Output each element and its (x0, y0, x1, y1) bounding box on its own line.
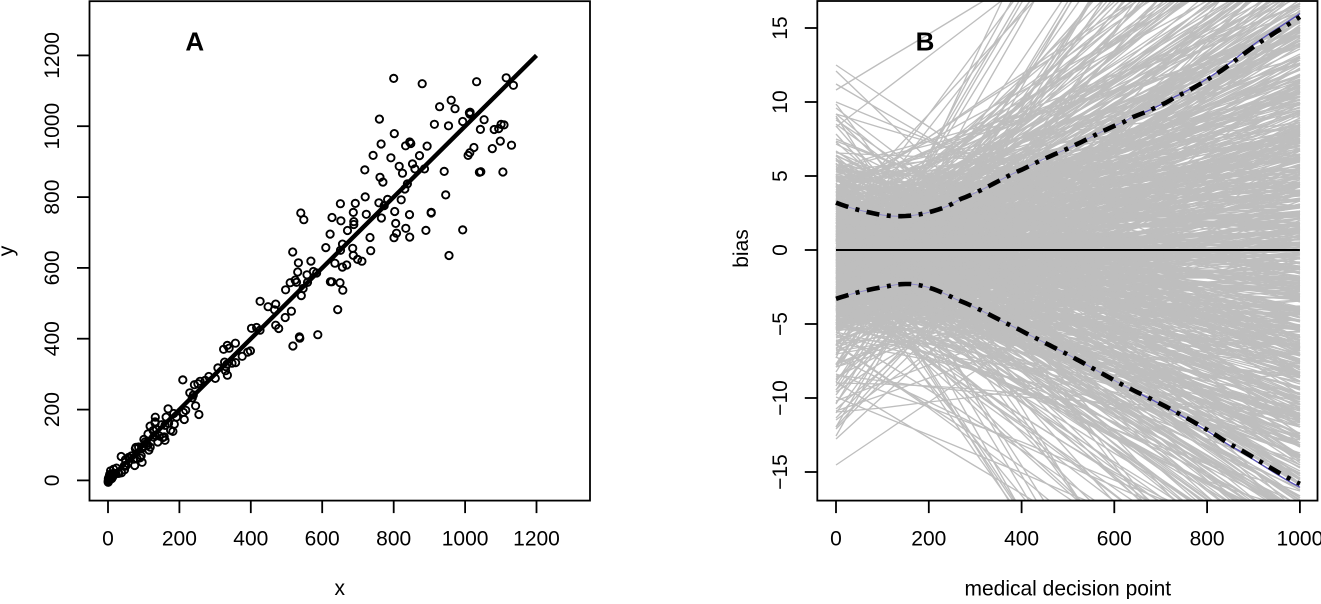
svg-text:medical decision point: medical decision point (964, 578, 1171, 600)
svg-text:−5: −5 (769, 312, 792, 336)
svg-text:1000: 1000 (41, 103, 64, 150)
svg-text:A: A (185, 27, 204, 57)
svg-text:800: 800 (41, 180, 64, 215)
svg-text:0: 0 (830, 528, 842, 551)
svg-text:10: 10 (769, 90, 792, 113)
svg-text:200: 200 (911, 528, 946, 551)
svg-text:1200: 1200 (513, 528, 560, 551)
svg-text:−10: −10 (769, 380, 792, 416)
svg-text:800: 800 (1190, 528, 1225, 551)
svg-text:400: 400 (1004, 528, 1039, 551)
svg-text:1200: 1200 (41, 32, 64, 79)
svg-text:B: B (916, 27, 935, 57)
svg-text:1000: 1000 (1277, 528, 1321, 551)
svg-text:−15: −15 (769, 454, 792, 490)
svg-text:0: 0 (769, 244, 792, 256)
svg-text:800: 800 (376, 528, 411, 551)
svg-text:bias: bias (730, 229, 753, 268)
svg-text:600: 600 (41, 250, 64, 285)
svg-text:15: 15 (769, 16, 792, 39)
svg-text:600: 600 (1097, 528, 1132, 551)
svg-text:0: 0 (102, 528, 114, 551)
svg-text:5: 5 (769, 170, 792, 182)
svg-text:600: 600 (305, 528, 340, 551)
svg-text:400: 400 (233, 528, 268, 551)
svg-text:1000: 1000 (442, 528, 489, 551)
svg-text:200: 200 (162, 528, 197, 551)
svg-text:y: y (0, 245, 18, 256)
svg-text:x: x (335, 577, 346, 599)
svg-text:200: 200 (41, 392, 64, 427)
svg-text:0: 0 (41, 475, 64, 487)
svg-text:400: 400 (41, 321, 64, 356)
